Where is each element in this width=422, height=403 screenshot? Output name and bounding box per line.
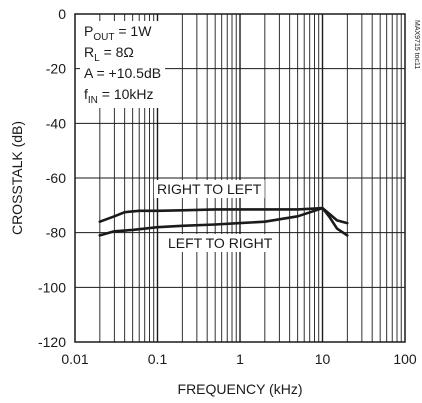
figure-code: MAX9715 toc11 [413, 20, 420, 69]
y-tick-label: 0 [58, 6, 66, 22]
y-tick-label: -100 [38, 279, 66, 295]
y-tick-label: -60 [46, 170, 66, 186]
x-tick-label: 0.1 [148, 351, 168, 367]
x-tick-label: 1 [236, 351, 244, 367]
x-axis-title: FREQUENCY (kHz) [178, 381, 303, 397]
x-tick-label: 0.01 [61, 351, 88, 367]
y-tick-label: -20 [46, 61, 66, 77]
condition-line: POUT = 1W [84, 23, 152, 43]
series-label-right-to-left: RIGHT TO LEFT [157, 181, 262, 197]
label-background [165, 234, 276, 252]
x-tick-label: 10 [315, 351, 331, 367]
y-axis-title: CROSSTALK (dB) [9, 121, 25, 235]
label-background [154, 180, 265, 198]
conditions-background [80, 21, 166, 108]
x-tick-label: 100 [393, 351, 417, 367]
series-label-left-to-right: LEFT TO RIGHT [168, 235, 273, 251]
condition-line: A = +10.5dB [84, 65, 161, 81]
plot-frame [74, 13, 406, 343]
series-line-left-to-right [98, 206, 349, 237]
condition-line: fIN = 10kHz [84, 86, 154, 106]
y-tick-label: -40 [46, 115, 66, 131]
y-tick-label: -80 [46, 225, 66, 241]
condition-line: RL = 8Ω [84, 44, 134, 64]
series-line-right-to-left [98, 206, 349, 225]
series-layer [98, 206, 349, 237]
y-tick-label: -120 [38, 334, 66, 350]
